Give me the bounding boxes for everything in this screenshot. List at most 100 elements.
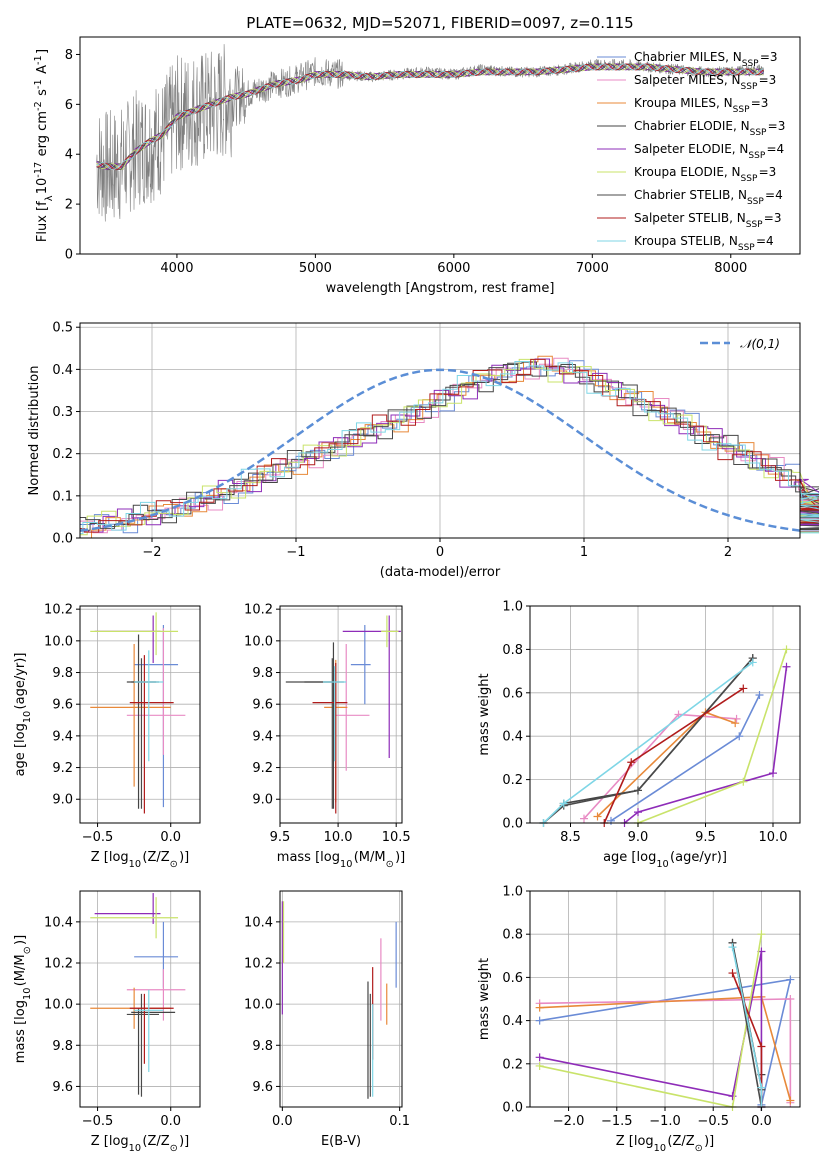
text-span: -1 xyxy=(33,79,44,89)
series-marker xyxy=(559,799,568,808)
x-axis-label: Z [log10 (Z/Z⊙ )] xyxy=(91,1134,190,1154)
x-tick-label: 8000 xyxy=(714,261,747,276)
series-marker xyxy=(782,645,791,654)
text-span: 10 xyxy=(129,859,141,870)
series-marker xyxy=(634,808,642,817)
series-marker xyxy=(769,769,777,778)
series-marker xyxy=(732,714,741,723)
x-tick-label: −0.5 xyxy=(697,1114,729,1129)
age-vs-Z-errorbars xyxy=(90,612,186,814)
y-tick-label: 10.4 xyxy=(244,915,273,930)
y-tick-label: 0.2 xyxy=(52,447,73,462)
series-marker xyxy=(782,662,791,671)
y-tick-label: 9.8 xyxy=(52,1039,73,1054)
series-marker xyxy=(535,1003,544,1012)
text-span: (M/M xyxy=(354,850,386,865)
mass-vs-Z-axes: −0.5 0.0 9.6 9.8 10.0 10.2 10.4 Z [log10 (Z/Z⊙ … xyxy=(13,890,201,1154)
spectrum-axes: 4000 5000 6000 7000 8000 0 2 4 6 8 wavelength [Ang… xyxy=(33,36,801,296)
axes-frame xyxy=(79,36,801,255)
axes-frame xyxy=(79,605,201,824)
x-tick-label: −0.5 xyxy=(82,1114,114,1129)
x-tick-label: 6000 xyxy=(437,261,470,276)
y-tick-label: 10.2 xyxy=(244,603,273,618)
x-tick-label: 9.5 xyxy=(695,830,716,845)
model-spectrum xyxy=(96,63,764,171)
y-tick-label: 0.8 xyxy=(502,928,523,943)
series-line xyxy=(583,713,737,820)
x-tick-label: −1.0 xyxy=(649,1114,681,1129)
text-span: (age/yr)] xyxy=(13,653,28,710)
text-span: )] xyxy=(179,850,189,865)
text-span: age [log xyxy=(603,850,656,865)
y-tick-label: 1.0 xyxy=(502,885,523,900)
x-axis-label: age [log10 (age/yr)] xyxy=(603,850,727,870)
y-tick-label: 0.6 xyxy=(502,686,523,701)
text-span: )] xyxy=(179,1134,189,1149)
text-span: Kroupa ELODIE, N xyxy=(634,165,741,179)
text-span: Kroupa STELIB, N xyxy=(634,234,738,248)
x-tick-label: 7000 xyxy=(576,261,609,276)
text-span: =3 xyxy=(751,96,769,110)
y-tick-label: 2 xyxy=(65,198,73,213)
x-axis-label: wavelength [Angstrom, rest frame] xyxy=(326,281,555,296)
y-tick-label: 9.6 xyxy=(252,698,273,713)
text-span: mass weight xyxy=(477,958,492,1040)
x-tick-label: 1 xyxy=(580,545,588,560)
text-span: (Z/Z xyxy=(142,1134,169,1149)
series-marker xyxy=(535,1016,544,1025)
histogram-series xyxy=(80,358,819,533)
series-marker xyxy=(748,658,757,667)
mass-vs-EBV-axes: 0.0 0.1 9.6 9.8 10.0 10.2 10.4 E(B-V) xyxy=(244,890,410,1149)
text-span: mass weight xyxy=(477,673,492,755)
text-span: ⊙ xyxy=(170,1143,178,1154)
series-marker xyxy=(757,1083,766,1092)
text-span: SSP xyxy=(738,243,755,253)
text-span: -2 xyxy=(33,101,44,111)
x-tick-label: 9.5 xyxy=(270,830,291,845)
histogram-series xyxy=(80,360,819,535)
x-axis-label: Z [log10 (Z/Z⊙ )] xyxy=(91,850,190,870)
spectrum-lines xyxy=(96,44,765,222)
y-tick-label: 9.6 xyxy=(52,1080,73,1095)
series-marker xyxy=(634,786,642,795)
x-tick-label: 10.0 xyxy=(759,830,788,845)
y-tick-label: 0.0 xyxy=(502,1101,523,1116)
text-span: SSP xyxy=(747,197,764,207)
y-tick-label: 9.6 xyxy=(252,1080,273,1095)
histogram-series xyxy=(80,364,819,530)
series-line xyxy=(610,694,761,822)
text-span: wavelength [Angstrom, rest frame] xyxy=(326,281,555,296)
histogram-series xyxy=(80,360,819,534)
x-tick-label: 0.0 xyxy=(160,1114,181,1129)
text-span: erg cm xyxy=(35,111,50,160)
x-tick-label: 0 xyxy=(436,545,444,560)
text-span: =3 xyxy=(768,119,786,133)
histogram-series xyxy=(80,361,819,531)
y-tick-label: 9.4 xyxy=(252,729,273,744)
y-tick-label: 0.1 xyxy=(52,489,73,504)
text-span: 10 xyxy=(654,1143,666,1154)
x-tick-label: 5000 xyxy=(299,261,332,276)
y-tick-label: 9.6 xyxy=(52,698,73,713)
text-span: SSP xyxy=(741,82,758,92)
series-marker xyxy=(739,684,748,693)
x-tick-label: −2 xyxy=(142,545,161,560)
text-span: ] xyxy=(35,49,50,54)
y-axis-label: Flux [fλ 10-17 erg cm-2 s-1 A-1 ] xyxy=(33,49,55,242)
series-line xyxy=(542,661,754,824)
y-tick-label: 10.0 xyxy=(44,998,73,1013)
axes-frame xyxy=(279,890,403,1108)
text-span: (Z/Z xyxy=(142,850,169,865)
series-marker xyxy=(755,690,764,699)
axes-frame xyxy=(279,605,403,824)
legend-label: Chabrier STELIB, NSSP =4 xyxy=(634,188,783,207)
text-span: ⊙ xyxy=(170,859,178,870)
y-tick-label: 9.8 xyxy=(252,1039,273,1054)
x-tick-label: 10.0 xyxy=(324,830,353,845)
y-tick-label: 10.0 xyxy=(244,634,273,649)
y-tick-label: 0.8 xyxy=(502,643,523,658)
text-span: E(B-V) xyxy=(321,1134,361,1149)
text-span: mass [log xyxy=(277,850,340,865)
y-tick-label: 0.6 xyxy=(502,971,523,986)
